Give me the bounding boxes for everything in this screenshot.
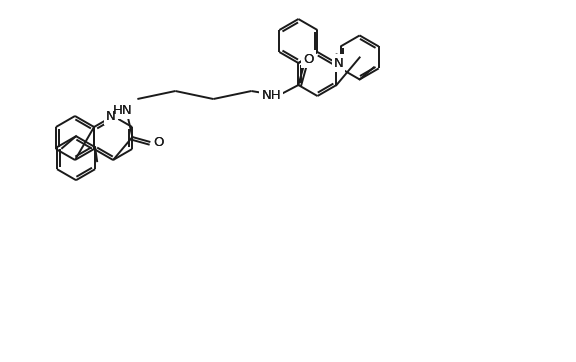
Text: O: O xyxy=(303,52,314,66)
Text: N: N xyxy=(106,109,116,122)
Text: HN: HN xyxy=(112,104,132,117)
Text: O: O xyxy=(153,135,164,148)
Text: N: N xyxy=(334,56,343,70)
Text: N: N xyxy=(334,56,343,70)
Text: NH: NH xyxy=(262,89,281,101)
Text: NH: NH xyxy=(262,89,281,101)
Text: O: O xyxy=(303,52,314,66)
Text: NH: NH xyxy=(262,89,281,101)
Text: HN: HN xyxy=(112,104,132,117)
Text: N: N xyxy=(106,109,116,122)
Text: O: O xyxy=(303,52,314,66)
Text: O: O xyxy=(153,135,164,148)
Text: N: N xyxy=(106,109,116,122)
Text: N: N xyxy=(334,56,343,70)
Text: O: O xyxy=(153,135,164,148)
Text: HN: HN xyxy=(112,104,132,117)
